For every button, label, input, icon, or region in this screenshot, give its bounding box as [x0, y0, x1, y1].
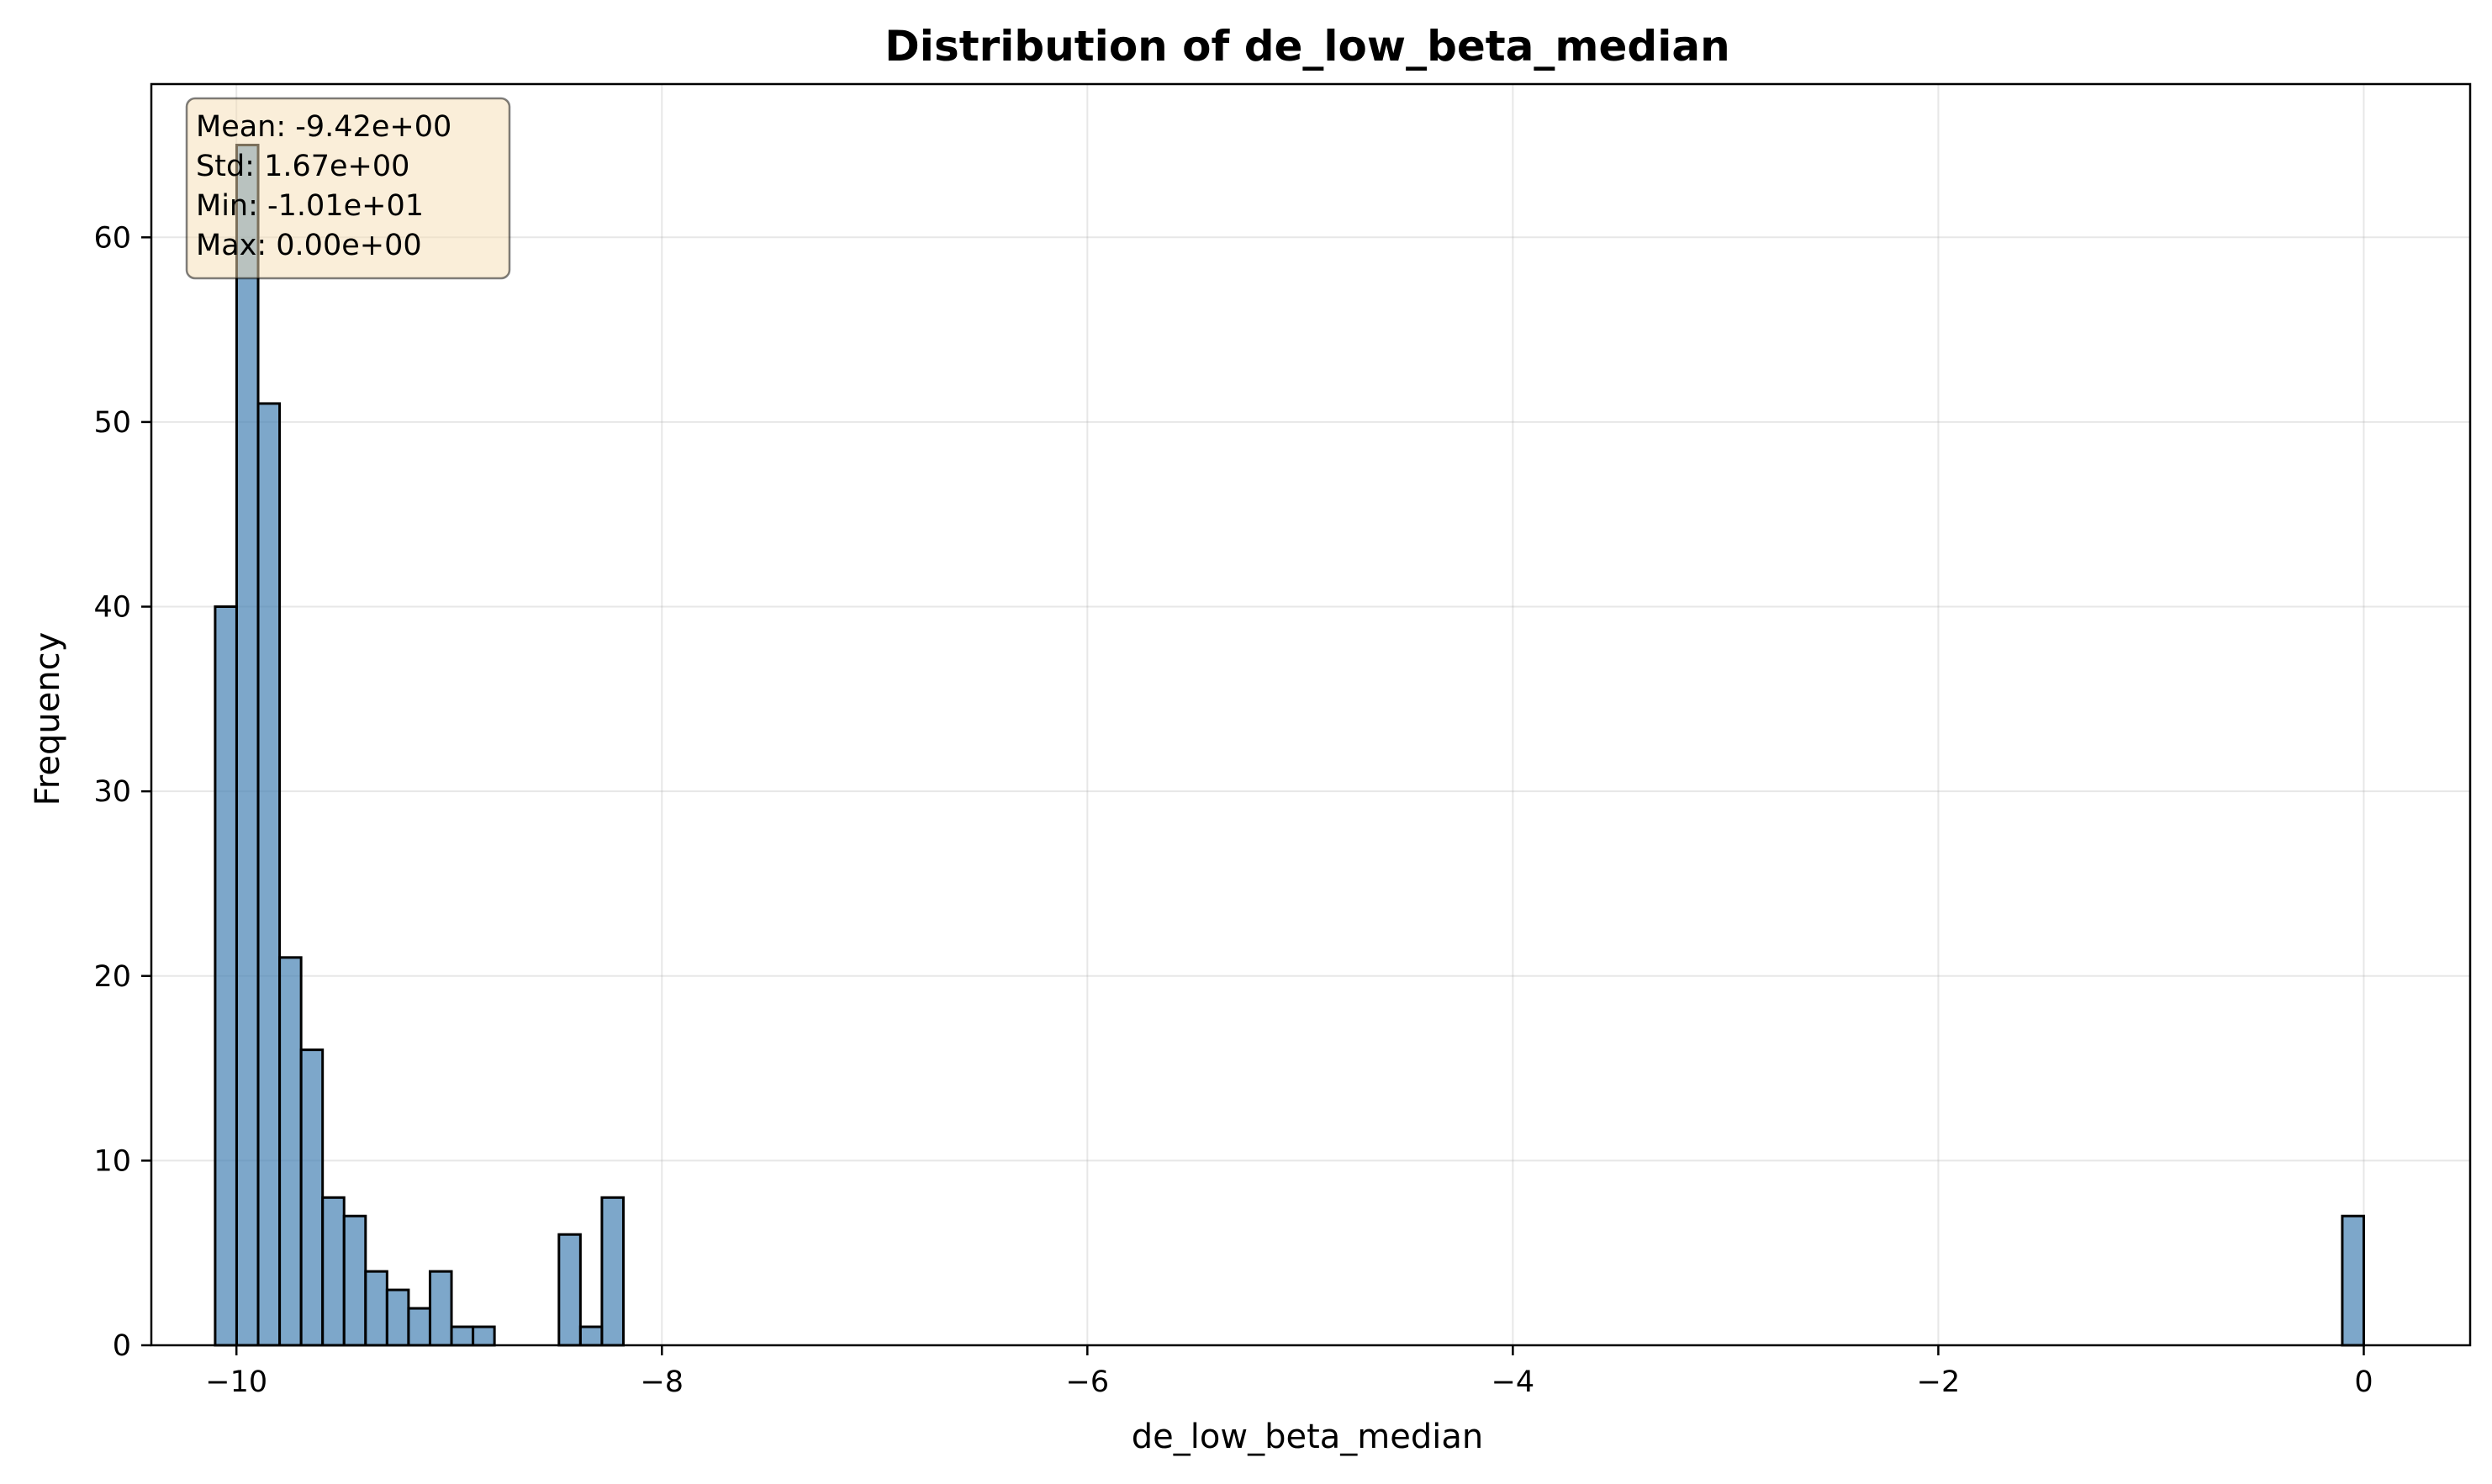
histogram-bar-15: [600, 1196, 625, 1347]
x-tick-label-3: −4: [1492, 1365, 1535, 1399]
y-tick-label-2: 20: [93, 960, 131, 994]
histogram-bar-5: [321, 1196, 346, 1347]
stats-box-background: [185, 97, 511, 280]
x-tick-label-4: −2: [1917, 1365, 1961, 1399]
stats-std: Std: 1.67e+00: [196, 150, 409, 183]
histogram-bar-13: [557, 1233, 582, 1347]
histogram-bar-12: [472, 1325, 496, 1347]
histogram-bar-8: [385, 1288, 410, 1347]
y-tick-label-3: 30: [93, 775, 131, 809]
y-axis-ticks: 0 10 20 30 40 50 60: [93, 221, 151, 1363]
stats-mean: Mean: -9.42e+00: [196, 110, 451, 144]
y-axis-label: Frequency: [29, 632, 67, 806]
histogram-bar-16: [2341, 1214, 2365, 1347]
stats-max: Max: 0.00e+00: [196, 229, 422, 262]
x-axis-label: de_low_beta_median: [1132, 1418, 1483, 1456]
x-tick-label-5: 0: [2354, 1365, 2373, 1399]
histogram-bar-1: [235, 143, 260, 1347]
histogram-bar-2: [256, 402, 282, 1347]
histogram-bar-10: [428, 1270, 453, 1347]
chart-title: Distribution of de_low_beta_median: [884, 22, 1729, 71]
histogram-bar-3: [278, 956, 303, 1347]
y-tick-label-4: 40: [93, 591, 131, 625]
y-tick-label-6: 60: [93, 221, 131, 255]
x-tick-label-2: −6: [1066, 1365, 1110, 1399]
y-tick-label-0: 0: [113, 1329, 131, 1363]
histogram-bar-14: [578, 1325, 604, 1347]
x-tick-label-1: −8: [640, 1365, 684, 1399]
x-axis-ticks: −10 −8 −6 −4 −2 0: [205, 1345, 2373, 1399]
histogram-bar-9: [407, 1307, 431, 1347]
histogram-bar-0: [214, 605, 238, 1347]
stats-min: Min: -1.01e+01: [196, 189, 424, 223]
stats-box: Mean: -9.42e+00 Std: 1.67e+00 Min: -1.01…: [185, 97, 511, 280]
histogram-bar-11: [450, 1325, 475, 1347]
y-tick-label-1: 10: [93, 1144, 131, 1178]
histogram-bar-7: [364, 1270, 388, 1347]
plot-frame: [150, 82, 2472, 1347]
x-tick-label-0: −10: [205, 1365, 267, 1399]
histogram-bar-4: [299, 1048, 325, 1347]
y-tick-label-5: 50: [93, 406, 131, 440]
histogram-bar-6: [342, 1214, 367, 1347]
